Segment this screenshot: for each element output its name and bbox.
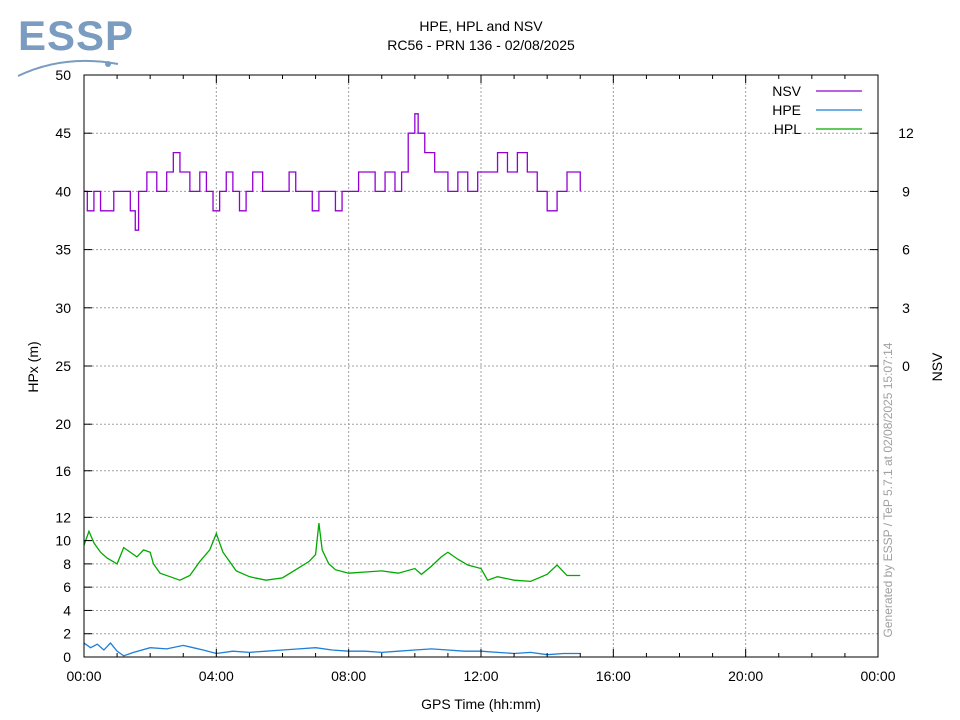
y2-tick-label: 9 xyxy=(902,183,910,199)
y-tick-label: 35 xyxy=(55,242,71,258)
legend-label-hpl: HPL xyxy=(774,121,801,137)
x-axis-label: GPS Time (hh:mm) xyxy=(421,696,541,712)
legend: NSV HPE HPL xyxy=(772,83,862,137)
axis-ticks: 0 2 4 6 8 10 12 16 20 25 30 35 40 45 50 0 3 6 9 12 00:00 04:0… xyxy=(55,67,914,684)
y2-tick-label: 6 xyxy=(902,242,910,258)
legend-label-nsv: NSV xyxy=(772,83,801,99)
series-line-hpe xyxy=(83,642,581,657)
x-tick-label: 20:00 xyxy=(728,668,763,684)
chart-title: HPE, HPL and NSV xyxy=(419,18,543,34)
y-tick-label: 12 xyxy=(55,509,71,525)
x-tick-label: 08:00 xyxy=(331,668,366,684)
y-tick-label: 4 xyxy=(63,602,71,618)
y-tick-label: 40 xyxy=(55,183,71,199)
y-axis-label: HPx (m) xyxy=(25,341,41,392)
series-line-hpl xyxy=(83,523,581,582)
logo-swoosh xyxy=(17,59,119,77)
y-tick-label: 8 xyxy=(63,556,71,572)
x-tick-label: 00:00 xyxy=(66,668,101,684)
x-tick-label: 16:00 xyxy=(596,668,631,684)
y2-axis-label: NSV xyxy=(929,352,945,381)
x-tick-label: 12:00 xyxy=(463,668,498,684)
y-tick-label: 16 xyxy=(55,463,71,479)
y-tick-label: 0 xyxy=(63,649,71,665)
logo-text: ESSP xyxy=(18,12,135,59)
y2-tick-label: 0 xyxy=(902,358,910,374)
legend-label-hpe: HPE xyxy=(772,102,801,118)
y-tick-label: 50 xyxy=(55,67,71,83)
chart-subtitle: RC56 - PRN 136 - 02/08/2025 xyxy=(387,37,575,53)
y-tick-label: 25 xyxy=(55,358,71,374)
series-lines xyxy=(83,113,581,657)
y-tick-label: 6 xyxy=(63,579,71,595)
y-tick-label: 10 xyxy=(55,533,71,549)
grid-lines xyxy=(84,75,878,657)
series-line-nsv xyxy=(84,113,581,231)
y-tick-label: 30 xyxy=(55,300,71,316)
x-tick-label: 04:00 xyxy=(199,668,234,684)
y-tick-label: 45 xyxy=(55,125,71,141)
essp-logo: ESSP xyxy=(14,12,134,82)
x-tick-label: 00:00 xyxy=(860,668,895,684)
y2-tick-label: 12 xyxy=(898,125,914,141)
y-tick-label: 2 xyxy=(63,626,71,642)
y2-tick-label: 3 xyxy=(902,300,910,316)
y-tick-label: 20 xyxy=(55,416,71,432)
generated-watermark: Generated by ESSP / TeP 5.7.1 at 02/08/2… xyxy=(881,342,895,637)
